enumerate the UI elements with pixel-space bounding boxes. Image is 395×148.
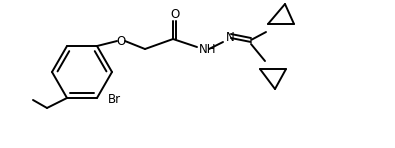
Text: Br: Br [108,94,121,106]
Text: O: O [117,34,126,48]
Text: O: O [170,8,179,21]
Text: NH: NH [199,42,216,56]
Text: N: N [226,30,235,44]
